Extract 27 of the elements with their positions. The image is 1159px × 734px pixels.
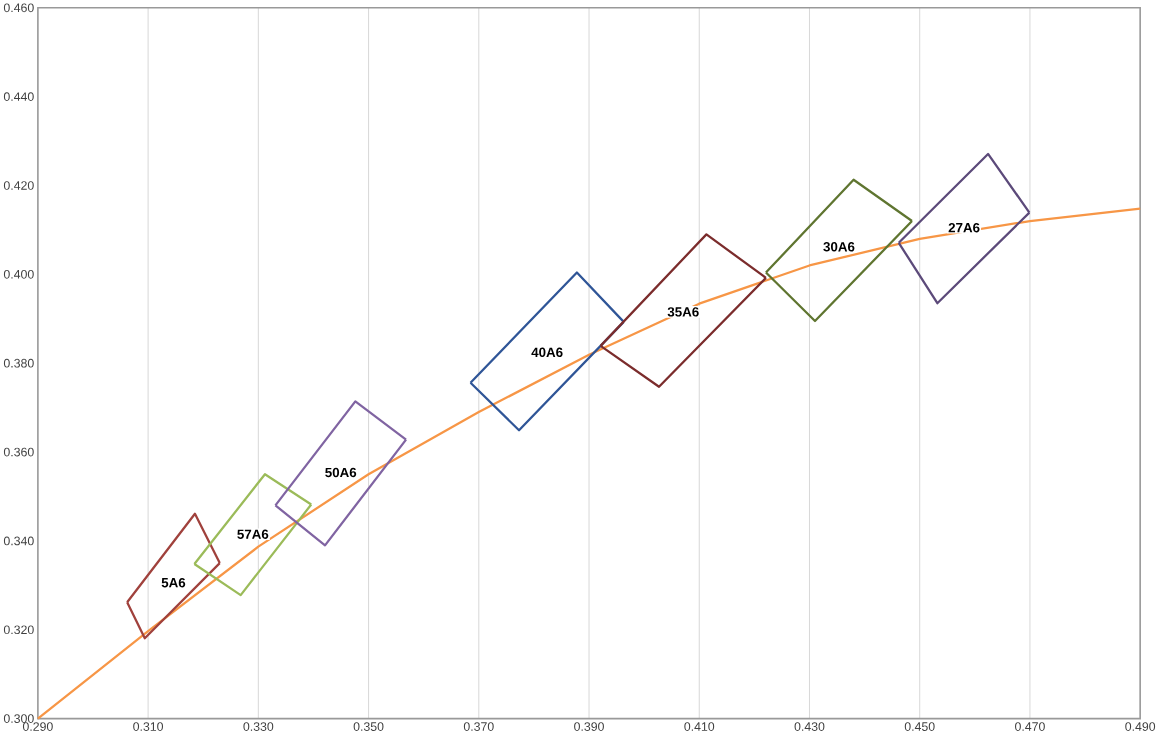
x-tick-label: 0.390 — [574, 722, 604, 731]
y-tick-label: 0.380 — [3, 358, 34, 368]
series-label: 5A6 — [161, 577, 186, 588]
x-tick-label: 0.330 — [243, 722, 274, 731]
y-tick-label: 0.300 — [3, 714, 34, 723]
x-tick-label: 0.430 — [794, 722, 825, 731]
series-label: 50A6 — [325, 467, 357, 478]
x-tick-label: 0.450 — [904, 722, 935, 731]
y-tick-label: 0.320 — [3, 625, 34, 634]
y-tick-label: 0.440 — [3, 92, 34, 101]
y-tick-label: 0.400 — [3, 269, 34, 279]
x-tick-label: 0.310 — [133, 722, 164, 731]
series-label: 57A6 — [237, 529, 269, 539]
series-label: 40A6 — [531, 347, 563, 357]
y-tick-label: 0.360 — [3, 447, 34, 457]
series-label: 35A6 — [667, 306, 699, 317]
x-tick-label: 0.410 — [684, 722, 715, 731]
y-tick-label: 0.340 — [3, 536, 34, 546]
x-tick-label: 0.290 — [22, 722, 53, 731]
x-tick-label: 0.490 — [1125, 722, 1156, 731]
series-label: 27A6 — [948, 222, 980, 233]
x-tick-label: 0.470 — [1015, 722, 1045, 731]
x-tick-label: 0.370 — [463, 722, 494, 731]
y-tick-label: 0.420 — [3, 180, 34, 190]
y-tick-label: 0.460 — [3, 3, 34, 12]
x-tick-label: 0.350 — [353, 722, 384, 731]
series-label: 30A6 — [823, 241, 855, 252]
